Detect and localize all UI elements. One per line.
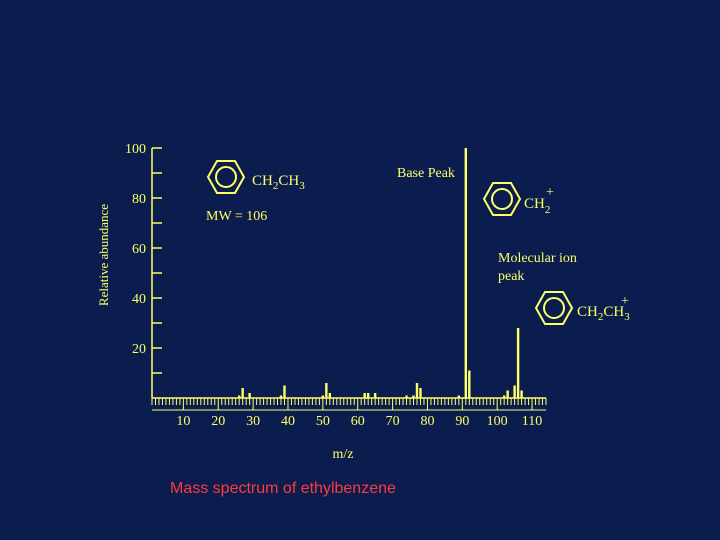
chart-axes: 20 40 60 80 100 10 20 30 40 50 60 70 80 90 100 110: [125, 142, 547, 429]
peak-bar: [248, 393, 251, 398]
x-tick-label: 90: [455, 414, 469, 429]
methylene-group: CH2: [524, 196, 550, 216]
peak-bar: [363, 393, 366, 398]
x-tick-label: 40: [281, 414, 295, 429]
x-tick-label: 10: [176, 414, 190, 429]
benzene-ring-icon: [482, 182, 522, 216]
x-tick-label: 30: [246, 414, 260, 429]
peak-bars: [237, 148, 523, 398]
benzene-ring-icon: [206, 160, 246, 194]
y-tick-label: 60: [132, 242, 146, 257]
x-axis-label: m/z: [333, 447, 354, 462]
ethyl-substituent: CH2CH3: [577, 304, 630, 323]
peak-bar: [464, 148, 468, 398]
peak-bar: [373, 393, 377, 398]
peak-bar: [415, 383, 419, 398]
peak-bar: [502, 395, 506, 398]
benzyl-cation-structure: CH2 +: [482, 182, 554, 216]
benzene-ring-icon: [534, 291, 574, 325]
peak-bar: [328, 393, 332, 398]
molecular-ion-label: Molecular ion peak: [498, 251, 580, 284]
peak-bar: [283, 385, 286, 398]
peak-bar: [468, 370, 471, 398]
cation-charge: +: [546, 185, 554, 200]
peak-bar: [321, 395, 325, 398]
peak-bar: [241, 388, 244, 398]
molecular-weight-label: MW = 106: [206, 209, 267, 224]
x-tick-label: 60: [351, 414, 365, 429]
peak-bar: [279, 395, 283, 398]
peak-bar: [366, 393, 370, 398]
x-tick-label: 50: [316, 414, 330, 429]
x-tick-label: 80: [420, 414, 434, 429]
x-tick-label: 110: [522, 414, 542, 429]
peak-bar: [457, 395, 461, 398]
peak-bar: [419, 388, 422, 398]
peak-bar: [520, 390, 523, 398]
x-tick-label: 70: [386, 414, 400, 429]
peak-bar: [405, 395, 408, 398]
peak-bar: [412, 395, 415, 398]
x-tick-label: 100: [487, 414, 508, 429]
ethylbenzene-structure: CH2CH3: [206, 160, 305, 194]
peak-bar: [237, 395, 241, 398]
x-tick-label: 20: [211, 414, 225, 429]
peak-bar: [325, 383, 328, 398]
ethyl-substituent: CH2CH3: [252, 173, 305, 192]
y-tick-label: 80: [132, 192, 146, 207]
base-peak-label: Base Peak: [397, 166, 455, 181]
y-axis-label: Relative abundance: [96, 204, 111, 306]
y-tick-label: 100: [125, 142, 146, 157]
peak-bar: [516, 328, 520, 398]
y-tick-label: 20: [132, 342, 146, 357]
molecular-ion-structure: CH2CH3 +: [534, 291, 630, 325]
peak-bar: [506, 390, 509, 398]
figure-caption: Mass spectrum of ethylbenzene: [170, 480, 396, 497]
y-tick-label: 40: [132, 292, 146, 307]
cation-charge: +: [621, 294, 629, 309]
peak-bar: [513, 385, 516, 398]
